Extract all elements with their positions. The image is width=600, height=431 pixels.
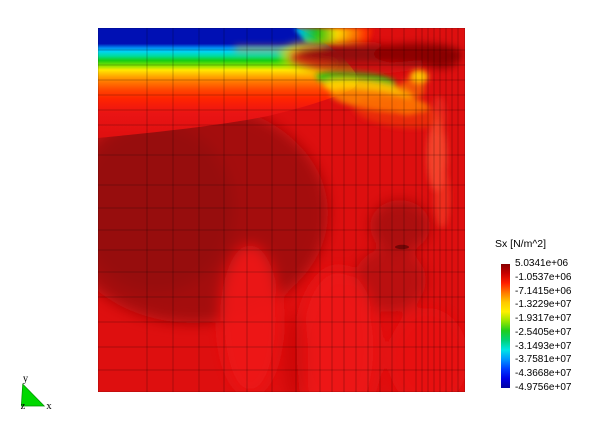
legend-label: -3.7581e+07 — [515, 354, 572, 366]
legend-label: -1.9317e+07 — [515, 313, 572, 325]
legend-label: -4.9756e+07 — [515, 381, 572, 393]
triad-z-label: z — [21, 401, 26, 412]
legend-label: -7.1415e+06 — [515, 285, 572, 297]
legend-label: -3.1493e+07 — [515, 340, 572, 352]
legend-labels: 5.0341e+06 -1.0537e+06 -7.1415e+06 -1.3229e… — [515, 259, 571, 393]
triad-x-label: x — [46, 401, 52, 412]
legend: Sx [N/m^2] 5.0341e+06 -1.0537e+06 -7.1415e… — [495, 239, 571, 393]
contour-plot — [98, 28, 465, 392]
legend-label: -1.0537e+06 — [515, 271, 572, 283]
colorbar — [501, 264, 510, 388]
triad-triangle — [20, 383, 46, 407]
legend-label: -1.3229e+07 — [515, 299, 572, 311]
legend-row: 5.0341e+06 -1.0537e+06 -7.1415e+06 -1.3229e… — [501, 259, 571, 393]
right-edge-hot-spots — [398, 70, 450, 228]
extremum-marker — [395, 244, 409, 250]
legend-label: -4.3668e+07 — [515, 368, 572, 380]
legend-title: Sx [N/m^2] — [495, 238, 547, 250]
high-stress-streak — [235, 41, 463, 74]
legend-label: 5.0341e+06 — [515, 258, 569, 269]
contour-surface — [98, 103, 465, 392]
legend-label: -2.5405e+07 — [515, 326, 572, 338]
triad-y-label: y — [23, 374, 29, 385]
mesh-overlay — [98, 28, 465, 392]
orientation-triad: y z x — [20, 374, 53, 413]
rainbow-tongue — [316, 69, 443, 129]
